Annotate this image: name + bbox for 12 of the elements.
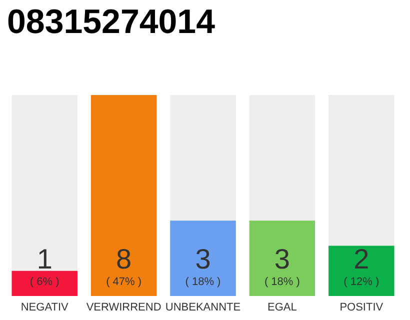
data-label: 3 ( 18% ) — [264, 244, 300, 288]
bar — [12, 270, 78, 296]
x-tick-label: VERWIRREND — [86, 302, 162, 314]
data-label: 2 ( 12% ) — [344, 244, 380, 288]
chart-title: 08315274014 — [7, 3, 216, 41]
data-label: 8 ( 47% ) — [106, 244, 142, 288]
data-label: 1 ( 6% ) — [30, 244, 60, 288]
x-tick-label: POSITIV — [340, 302, 384, 314]
x-tick-label: EGAL — [268, 302, 297, 314]
x-tick-label: NEGATIV — [20, 302, 69, 314]
data-label: 3 ( 18% ) — [185, 244, 221, 288]
x-tick-label: UNBEKANNTE — [165, 302, 241, 314]
